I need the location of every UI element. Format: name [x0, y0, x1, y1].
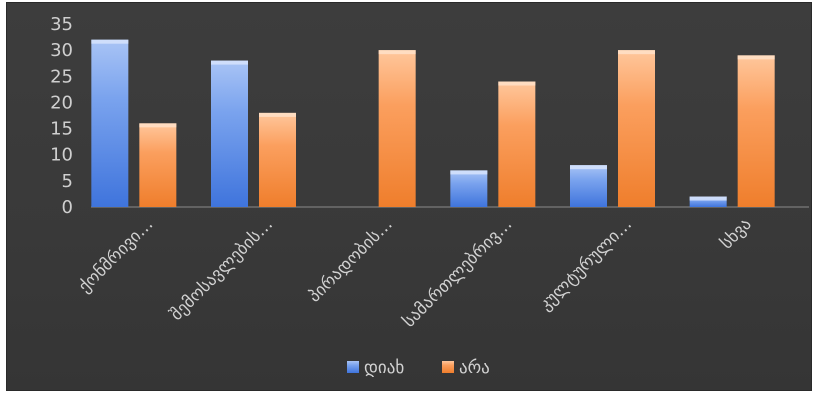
bar-no-3 — [498, 81, 536, 207]
legend-swatch-no — [442, 361, 454, 373]
bar-highlight — [450, 170, 488, 175]
x-category-label: კულტურული… — [536, 214, 636, 314]
y-tick-label: 0 — [62, 197, 73, 218]
bar-highlight — [378, 50, 416, 55]
y-tick-label: 15 — [50, 119, 73, 140]
bar-no-0 — [139, 123, 177, 207]
y-tick-label: 35 — [50, 14, 73, 35]
bar-highlight — [259, 112, 296, 117]
y-tick-label: 5 — [62, 171, 73, 192]
x-category-label: შემოსავლების… — [167, 214, 277, 324]
bar-highlight — [139, 123, 177, 128]
bar-yes-0 — [91, 39, 129, 207]
bar-highlight — [498, 81, 536, 86]
x-category-label: ქონმრივი… — [75, 214, 158, 297]
legend-swatch-yes — [347, 361, 359, 373]
bar-yes-5 — [689, 196, 727, 207]
bar-no-5 — [737, 55, 775, 207]
x-category-label: სამართლებრივ… — [399, 214, 516, 331]
y-tick-label: 30 — [50, 40, 73, 61]
bar-highlight — [737, 55, 775, 60]
bar-highlight — [689, 196, 727, 201]
bar-highlight — [211, 60, 248, 65]
bar-yes-4 — [570, 165, 607, 207]
y-tick-label: 25 — [50, 66, 73, 87]
bar-chart: 0 5 10 15 20 25 30 35 ქონმრივი… შემოსავლების… პირ… — [50, 14, 809, 378]
x-category-label: პირადობის… — [305, 214, 397, 306]
bar-no-4 — [618, 50, 655, 208]
x-category-label: სხვა — [717, 214, 756, 253]
bar-yes-3 — [450, 170, 488, 207]
bar-highlight — [91, 39, 129, 44]
y-tick-label: 20 — [50, 92, 73, 113]
legend-label-no: არა — [459, 358, 490, 378]
bar-no-1 — [259, 112, 296, 207]
bar-yes-1 — [211, 60, 248, 207]
bar-no-2 — [378, 50, 416, 208]
y-tick-label: 10 — [50, 145, 73, 166]
chart-frame: 0 5 10 15 20 25 30 35 ქონმრივი… შემოსავლების… პირ… — [6, 2, 812, 391]
legend-label-yes: დიახ — [364, 358, 404, 378]
bar-highlight — [618, 50, 655, 55]
bar-highlight — [570, 165, 607, 170]
